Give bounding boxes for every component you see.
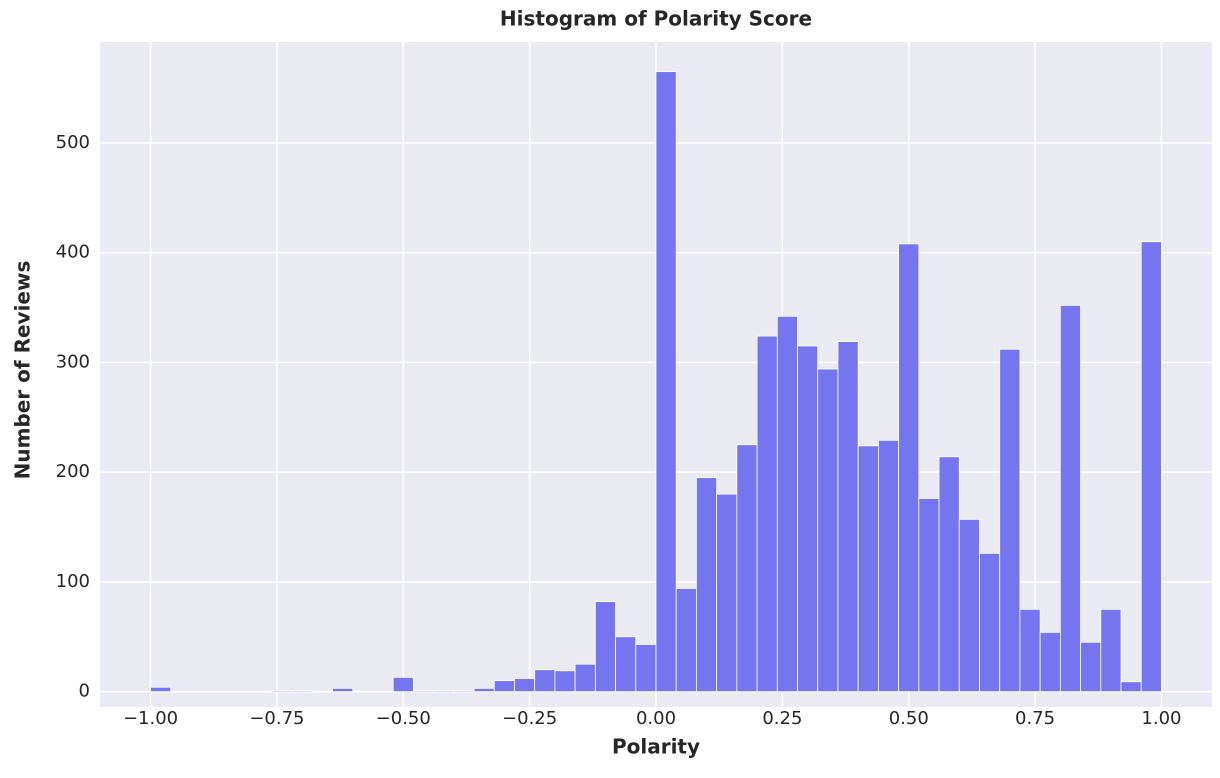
bar [898,243,920,693]
bar [534,669,556,693]
x-tick-label: 0.75 [1015,708,1055,729]
bar [837,341,859,693]
y-tick-label: 100 [56,571,90,592]
bar [554,670,576,693]
bar [817,368,839,693]
y-tick-label: 500 [56,132,90,153]
bar [453,690,475,693]
bar [736,444,758,693]
bar [918,498,940,693]
bar [1080,641,1102,693]
x-tick-label: −0.50 [376,708,431,729]
bar [412,690,434,693]
bar [797,345,819,693]
y-tick-label: 300 [56,351,90,372]
x-tick-label: −0.75 [249,708,304,729]
chart-title: Histogram of Polarity Score [500,7,812,31]
bar [878,439,900,693]
bar [615,636,637,693]
bar [433,690,455,693]
bar [514,678,536,693]
bar [332,687,354,693]
bar [756,335,778,693]
bar [1120,681,1142,693]
bar [776,315,798,693]
y-tick-label: 400 [56,242,90,263]
bar [696,477,718,693]
bar [493,680,515,693]
bar [271,690,293,693]
bar [999,348,1021,693]
x-tick-label: −0.25 [502,708,557,729]
bar [1140,241,1162,693]
bar [938,456,960,693]
bar [1039,631,1061,693]
bar [291,690,313,693]
x-tick-label: 1.00 [1141,708,1181,729]
bar [979,552,1001,693]
bar [655,71,677,693]
bar [1059,304,1081,693]
bar [675,588,697,693]
x-tick-label: 0.00 [636,708,676,729]
bar [150,686,172,693]
bar [1100,608,1122,693]
bar [716,493,738,693]
bar [594,601,616,693]
bar [574,663,596,693]
x-axis-label: Polarity [612,735,700,759]
x-tick-label: 0.25 [762,708,802,729]
y-tick-label: 0 [79,681,90,702]
x-tick-label: −1.00 [123,708,178,729]
y-tick-label: 200 [56,461,90,482]
x-tick-label: 0.50 [889,708,929,729]
bar [1019,608,1041,693]
bar [857,445,879,693]
bar [473,687,495,693]
bar [635,644,657,693]
bar [958,518,980,693]
y-axis-label: Number of Reviews [11,261,35,480]
bar [392,676,414,693]
